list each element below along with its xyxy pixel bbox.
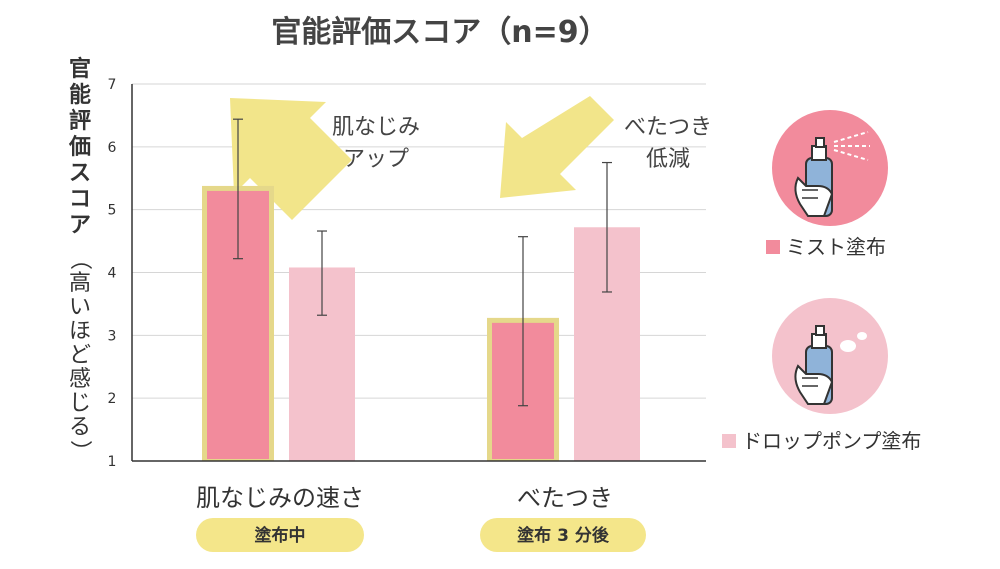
- y-tick-label: 7: [108, 77, 117, 93]
- arrow-down-icon: [500, 96, 614, 198]
- annotation-text: アップ: [343, 147, 409, 172]
- category-label: べたつき: [517, 484, 613, 512]
- y-label-char: い: [69, 295, 91, 320]
- y-label-char: 高: [69, 271, 91, 296]
- y-label-char: 評: [69, 108, 91, 134]
- annotation-text: 肌なじみ: [332, 115, 420, 140]
- y-label-char: じ: [69, 391, 91, 416]
- y-label-char: 価: [68, 135, 91, 160]
- arrow-up-icon: [230, 98, 352, 220]
- y-label-char: 能: [69, 82, 91, 108]
- timing-pills: 塗布中 塗布 3 分後: [196, 518, 646, 552]
- y-tick-label: 5: [108, 203, 117, 219]
- annotation-text: べたつき: [624, 115, 712, 140]
- legend-drop: ドロップポンプ塗布: [722, 298, 921, 453]
- chart-title: 官能評価スコア（n=9）: [271, 15, 608, 50]
- y-tick-label: 1: [108, 454, 117, 470]
- legend-label-drop: ドロップポンプ塗布: [742, 429, 921, 453]
- drop-pump-hand-icon: [794, 325, 867, 405]
- y-label-char: ほ: [69, 319, 91, 344]
- y-label-char: ス: [69, 161, 91, 186]
- annotation-arrows: [230, 96, 614, 220]
- y-label-char: （: [67, 248, 92, 270]
- category-labels: 肌なじみの速さ べたつき: [196, 484, 613, 512]
- y-ticks: 1 2 3 4 5 6 7: [108, 77, 117, 470]
- timing-pill: [196, 518, 364, 552]
- y-label-char: ア: [69, 213, 91, 238]
- legend-mist: ミスト塗布: [766, 110, 888, 259]
- y-tick-label: 2: [108, 391, 117, 407]
- y-label-char: ）: [67, 440, 92, 462]
- y-label-char: コ: [69, 187, 91, 212]
- legend-label-mist: ミスト塗布: [786, 235, 886, 259]
- legend-swatch-mist: [766, 240, 780, 254]
- timing-pill: [480, 518, 646, 552]
- y-tick-label: 4: [108, 266, 117, 282]
- legend-swatch-drop: [722, 434, 736, 448]
- y-tick-label: 6: [108, 140, 117, 156]
- y-label-char: 感: [69, 367, 91, 392]
- timing-pill-label: 塗布中: [255, 525, 306, 546]
- y-tick-label: 3: [108, 328, 117, 344]
- timing-pill-label: 塗布 3 分後: [517, 525, 610, 546]
- bars: [202, 185, 640, 461]
- y-label-char: る: [69, 415, 91, 440]
- y-label-char: ど: [69, 343, 91, 368]
- annotation-text: 低減: [646, 147, 690, 172]
- y-label-char: 官: [69, 56, 91, 82]
- error-bars: [233, 118, 612, 407]
- mist-spray-hand-icon: [794, 131, 870, 217]
- category-label: 肌なじみの速さ: [196, 484, 364, 512]
